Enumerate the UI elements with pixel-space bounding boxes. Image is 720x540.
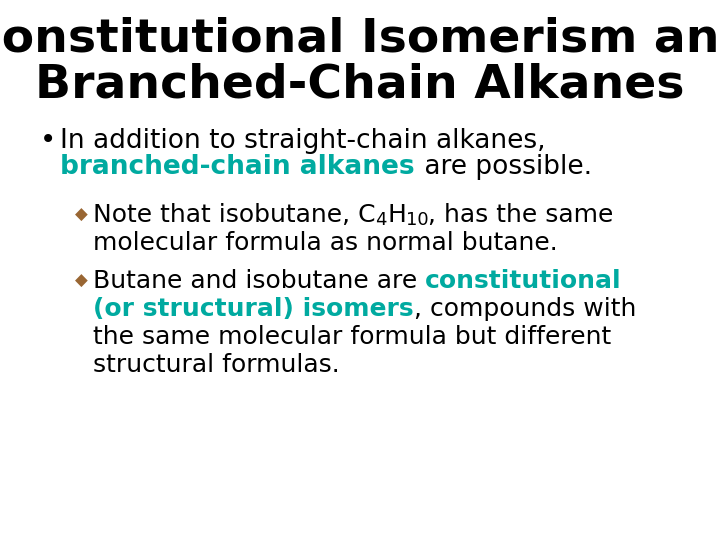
Text: , compounds with: , compounds with (413, 297, 636, 321)
Text: structural formulas.: structural formulas. (93, 353, 340, 377)
Text: In addition to straight-chain alkanes,: In addition to straight-chain alkanes, (60, 128, 546, 154)
Text: 4: 4 (376, 211, 387, 229)
Text: Branched-Chain Alkanes: Branched-Chain Alkanes (35, 62, 685, 107)
Text: •: • (40, 126, 56, 154)
Text: 10: 10 (406, 211, 428, 229)
Text: , has the same: , has the same (428, 203, 614, 227)
Text: molecular formula as normal butane.: molecular formula as normal butane. (93, 231, 558, 255)
Text: Constitutional Isomerism and: Constitutional Isomerism and (0, 17, 720, 62)
Text: branched-chain alkanes: branched-chain alkanes (60, 154, 415, 180)
Text: ◆: ◆ (75, 272, 88, 290)
Text: the same molecular formula but different: the same molecular formula but different (93, 325, 611, 349)
Text: are possible.: are possible. (415, 154, 592, 180)
Text: Note that isobutane, C: Note that isobutane, C (93, 203, 376, 227)
Text: constitutional: constitutional (426, 269, 622, 293)
Text: Butane and isobutane are: Butane and isobutane are (93, 269, 426, 293)
Text: (or structural) isomers: (or structural) isomers (93, 297, 413, 321)
Text: ◆: ◆ (75, 206, 88, 224)
Text: H: H (387, 203, 406, 227)
